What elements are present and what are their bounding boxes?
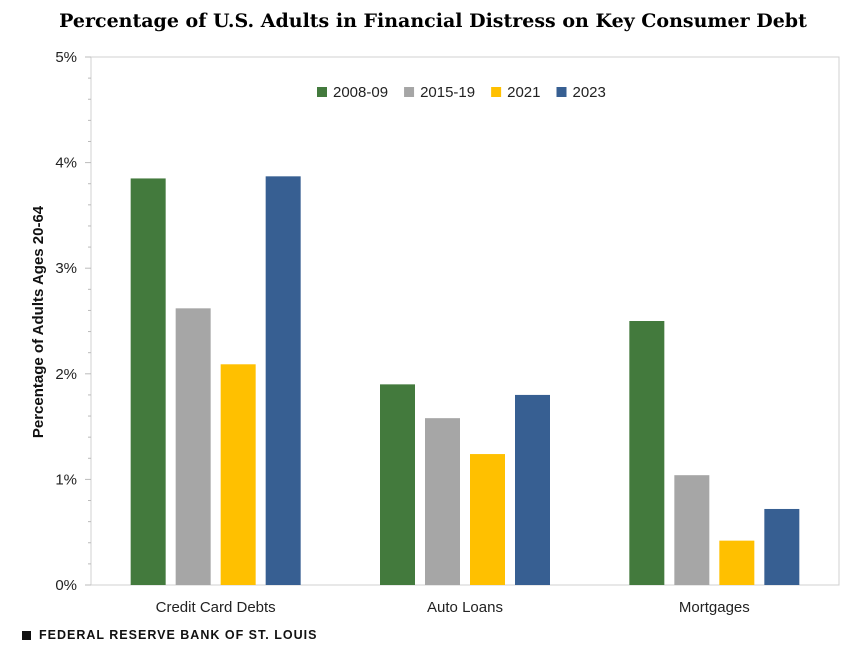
- y-tick-label: 1%: [55, 471, 77, 488]
- fed-logo-square-icon: [22, 630, 31, 640]
- legend-label: 2021: [507, 84, 540, 101]
- bar: [629, 321, 665, 585]
- bar: [130, 178, 166, 585]
- source-label: FEDERAL RESERVE BANK OF ST. LOUIS: [39, 628, 318, 642]
- legend-swatch: [317, 87, 327, 97]
- y-axis-label: Percentage of Adults Ages 20-64: [30, 205, 47, 438]
- legend-swatch: [404, 87, 415, 97]
- bar: [470, 454, 505, 585]
- legend-label: 2023: [573, 84, 606, 101]
- y-tick-label: 2%: [55, 366, 77, 383]
- bar: [220, 364, 256, 585]
- legend-label: 2008-09: [333, 84, 388, 101]
- chart-title: Percentage of U.S. Adults in Financial D…: [59, 10, 807, 32]
- bar: [175, 308, 211, 585]
- x-category-label: Auto Loans: [427, 599, 503, 616]
- bar: [515, 394, 550, 585]
- bar: [719, 540, 755, 585]
- legend-label: 2015-19: [420, 84, 475, 101]
- bar: [764, 508, 800, 585]
- legend-swatch: [556, 87, 567, 97]
- x-category-label: Mortgages: [679, 599, 750, 616]
- y-tick-label: 5%: [55, 49, 77, 66]
- bar: [425, 418, 460, 585]
- plot-frame: [90, 56, 840, 586]
- y-tick-label: 4%: [55, 155, 77, 172]
- bar: [674, 475, 710, 585]
- y-tick-label: 0%: [55, 577, 77, 594]
- legend-swatch: [491, 87, 502, 97]
- plot-area: 0% 1% 2% 3% 4% 5% Credit Card Debts Auto Loans M…: [55, 49, 840, 616]
- y-tick-label: 3%: [55, 260, 77, 277]
- bar: [380, 384, 415, 585]
- source-footer: FEDERAL RESERVE BANK OF ST. LOUIS: [22, 628, 317, 642]
- bar: [265, 176, 301, 585]
- x-category-label: Credit Card Debts: [156, 599, 276, 616]
